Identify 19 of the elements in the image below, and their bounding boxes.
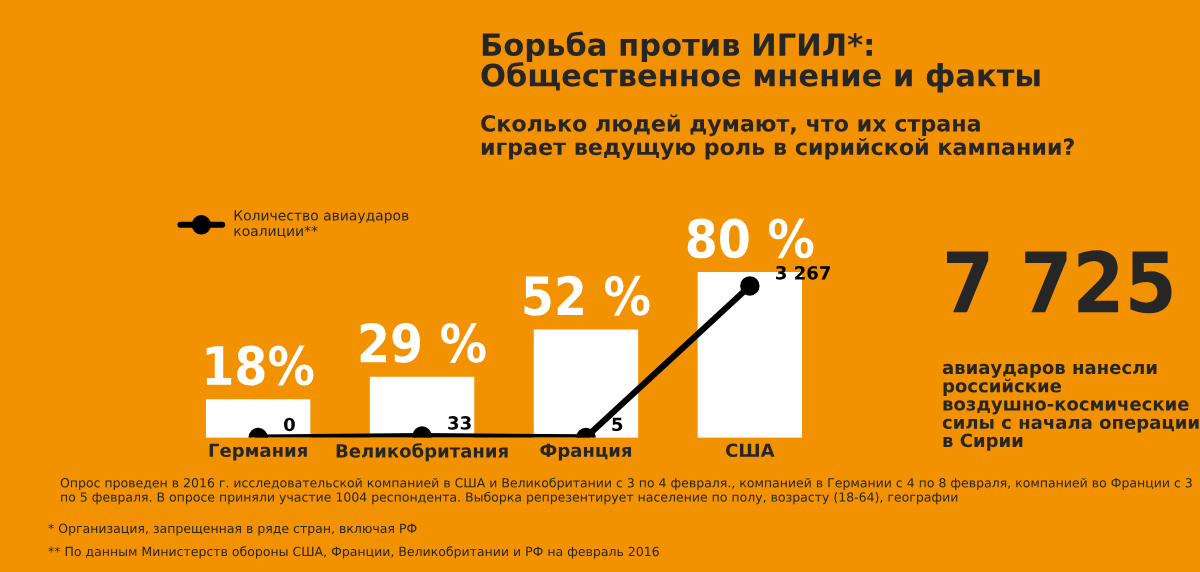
x-tick-label: Франция (540, 443, 632, 461)
chart-subtitle: Сколько людей думают, что их страна играет ведущую роль в сирийской кампании? (481, 114, 1074, 160)
data-label: 0 (284, 417, 295, 432)
data-label: 33 (448, 416, 471, 430)
data-label: 5 (612, 417, 623, 432)
data-label: 52 % (524, 275, 650, 316)
text: 7 725 (947, 250, 1172, 314)
data-label: 18% (206, 345, 314, 386)
data-label: 29 % (360, 323, 486, 363)
bar (369, 376, 475, 438)
x-tick-label: Германия (209, 443, 307, 461)
x-tick-label: США (725, 443, 775, 458)
chart-title: Борьба против ИГИЛ*: Общественное мнение и факты (481, 31, 1040, 93)
text: авиаударов нанесли российские воздушно-космические силы с начала операции в Сирии (942, 363, 1199, 451)
data-label: 80 % (687, 218, 814, 259)
bar (533, 329, 639, 438)
bar (205, 399, 311, 438)
point (740, 276, 760, 296)
x-tick-label: Великобритания (336, 443, 508, 462)
